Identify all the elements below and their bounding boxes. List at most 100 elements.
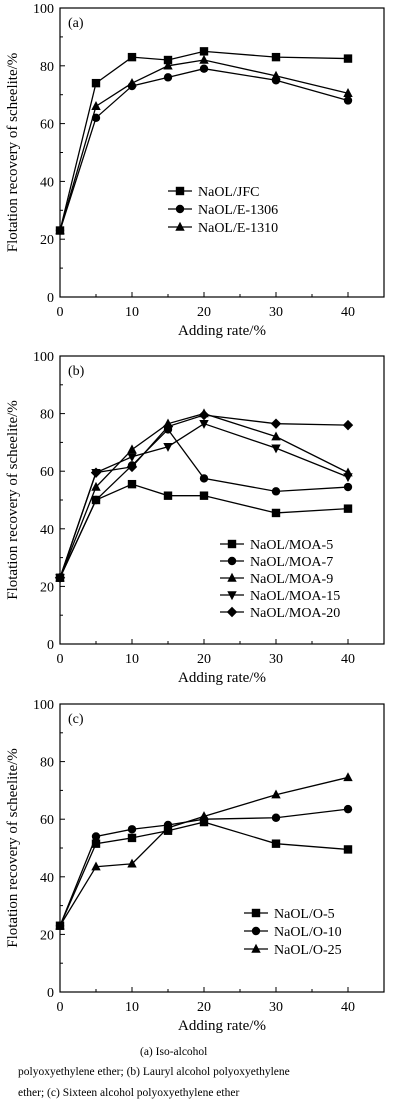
x-tick-label: 30 [269,1000,283,1015]
legend-label: NaOL/O-25 [274,943,342,958]
data-point [126,461,138,473]
data-point [127,52,137,62]
legend-label: NaOL/MOA-20 [250,606,340,621]
data-point [163,73,173,82]
data-point [271,813,281,822]
data-point [91,101,101,110]
data-point [199,491,209,500]
data-point [343,804,353,814]
legend-marker [251,926,261,936]
legend-entry: NaOL/O-5 [244,907,335,922]
y-tick-label: 40 [40,175,54,190]
legend-marker [175,221,185,231]
x-tick-label: 40 [341,1000,355,1015]
panel-label: (b) [68,364,85,379]
legend-entry: NaOL/E-1310 [168,221,278,236]
data-point [90,467,102,478]
y-axis-label: Flotation recovery of scheelite/% [5,748,21,948]
data-point [127,833,137,843]
data-point [127,479,137,489]
data-point [91,839,101,848]
panel-label: (c) [68,712,84,727]
data-point [271,508,281,518]
legend-marker [251,908,261,918]
legend-entry: NaOL/MOA-15 [220,589,340,604]
legend-entry: NaOL/MOA-20 [220,606,340,621]
y-tick-label: 100 [33,2,54,17]
x-tick-label: 0 [57,305,64,320]
x-tick-label: 30 [269,652,283,667]
legend-marker [226,606,238,618]
y-axis-label: Flotation recovery of scheelite/% [5,53,21,253]
x-tick-label: 20 [197,652,211,667]
data-point [199,474,209,483]
data-point [343,96,353,105]
chart-panel-1: 0 20 40 60 80 100 0 10 20 30 40 Adding rate/% Flotat… [5,2,385,339]
legend-marker [227,591,237,601]
legend-marker [251,943,261,953]
data-point [91,78,101,88]
legend-entry: NaOL/O-25 [244,943,342,958]
data-point [271,789,281,799]
legend-label: NaOL/O-5 [274,907,335,922]
data-point [271,431,281,441]
legend-label: NaOL/MOA-9 [250,572,333,587]
y-tick-label: 0 [47,638,54,653]
y-tick-label: 0 [47,986,54,1001]
data-point [91,495,101,505]
data-point [163,491,173,500]
series-line [59,776,349,927]
data-point [55,225,65,235]
legend-marker [227,539,237,549]
y-tick-label: 100 [33,350,54,365]
data-point [127,453,137,462]
data-point [271,487,281,496]
y-tick-label: 20 [40,233,54,248]
legend-label: NaOL/E-1306 [198,203,278,218]
x-tick-label: 0 [57,1000,64,1015]
legend-label: NaOL/O-10 [274,925,342,940]
x-tick-label: 20 [197,1000,211,1015]
data-point [343,845,353,854]
data-point [199,64,209,73]
data-point [271,52,281,62]
data-point [91,832,101,841]
data-point [163,60,173,70]
legend-entry: NaOL/MOA-7 [220,555,333,570]
y-tick-label: 60 [40,813,54,828]
y-tick-label: 0 [47,291,54,306]
plot-frame [59,7,385,298]
legend-entry: NaOL/E-1306 [168,203,278,218]
x-tick-label: 20 [197,305,211,320]
data-point [199,811,209,821]
x-tick-label: 40 [341,305,355,320]
legend-entry: NaOL/O-10 [244,925,342,940]
legend-label: NaOL/MOA-5 [250,538,333,553]
legend-label: NaOL/JFC [198,185,259,200]
x-tick-label: 10 [125,652,139,667]
legend-marker [175,186,185,196]
data-point [199,47,209,56]
data-point [163,443,173,452]
caption-line-3: ether; (c) Sixteen alcohol polyoxyethyle… [18,1087,240,1099]
chart-panel-2: 0 20 40 60 80 100 0 10 20 30 40 Adding rate/% Flotat… [5,350,385,686]
data-point [271,839,281,848]
data-point [91,861,101,871]
y-tick-label: 40 [40,871,54,886]
x-axis-label: Adding rate/% [178,670,266,686]
caption-line-1: (a) Iso-alcohol [140,1046,208,1058]
data-point [343,504,353,513]
data-point [55,920,65,930]
data-point [270,418,282,429]
y-tick-label: 80 [40,408,54,423]
y-tick-label: 80 [40,60,54,75]
series-naol-moa-20 [54,409,354,583]
data-point [127,858,137,868]
y-tick-label: 80 [40,756,54,771]
legend-marker [227,556,237,566]
series-naol-o-25 [55,772,353,930]
data-point [271,444,281,454]
x-tick-label: 10 [125,305,139,320]
data-point [343,473,353,483]
